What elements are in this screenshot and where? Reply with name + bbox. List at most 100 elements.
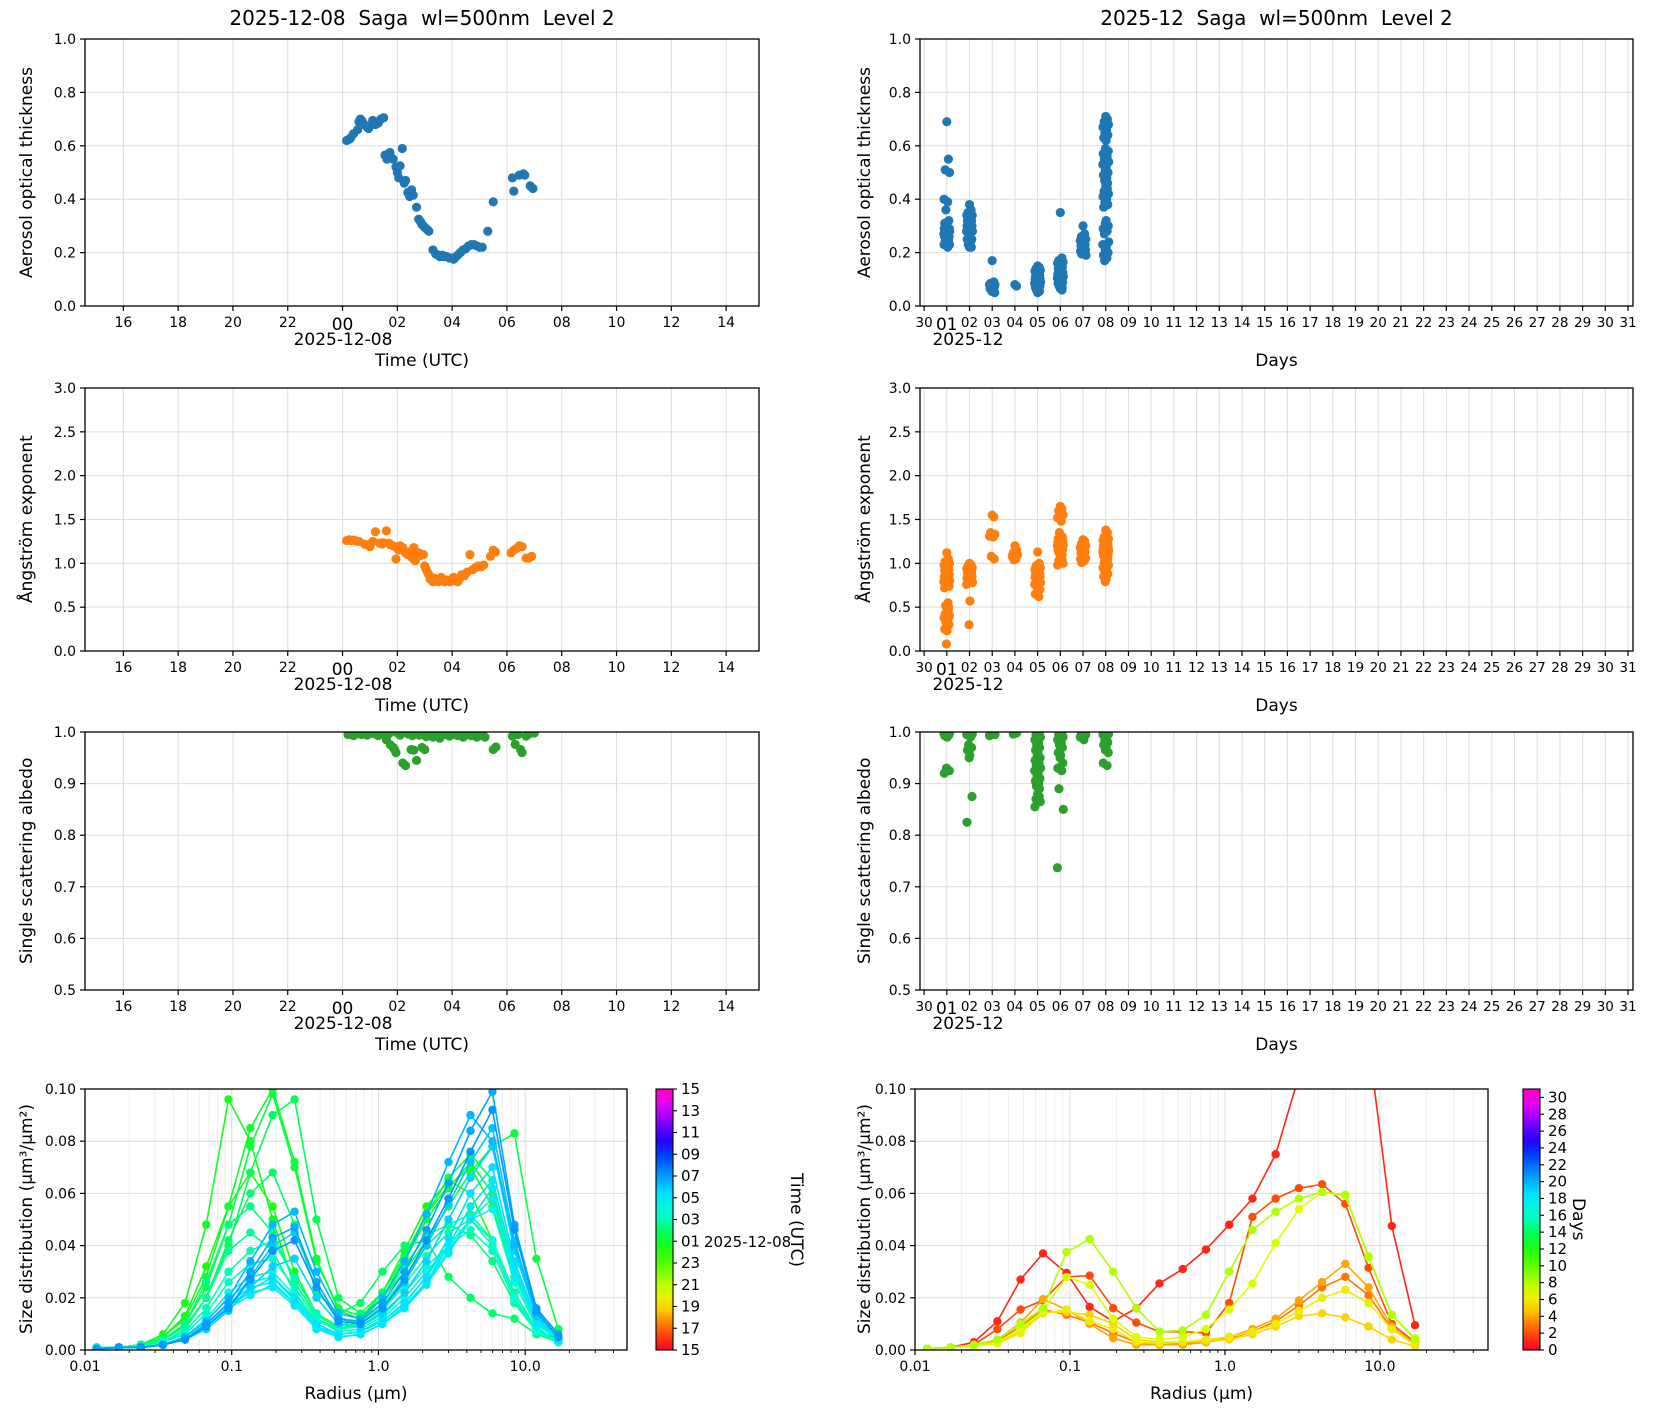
svg-text:16: 16 [1279,315,1296,331]
svg-text:22: 22 [279,660,297,676]
svg-text:0.06: 0.06 [875,1186,906,1202]
svg-text:06: 06 [1052,660,1069,676]
svg-text:0.5: 0.5 [54,983,76,999]
svg-text:3.0: 3.0 [54,381,76,397]
svg-text:16: 16 [114,315,132,331]
svg-text:12: 12 [1548,1240,1567,1258]
svg-text:19: 19 [1347,315,1364,331]
svg-text:06: 06 [498,315,516,331]
chart-sizedist-days: 0.01 0.1 1.0 10.0 0.00 0.02 0.04 0.06 0.08 0.10 [875,1082,1489,1375]
svg-text:0.6: 0.6 [54,931,76,947]
svg-text:29: 29 [1574,315,1591,331]
svg-text:0.8: 0.8 [54,85,76,101]
svg-text:20: 20 [224,660,242,676]
svg-text:09: 09 [681,1145,700,1163]
svg-text:17: 17 [1302,315,1319,331]
svg-text:19: 19 [681,1298,700,1316]
svg-text:10: 10 [1143,660,1160,676]
svg-text:24: 24 [1460,999,1477,1015]
svg-text:04: 04 [1006,315,1023,331]
svg-text:0.5: 0.5 [889,983,911,999]
chart-angstrom-days: 30 01 02 03 04 05 06 07 08 09 10 11 12 13 14 15 16 17 18 19… [889,381,1637,680]
svg-text:24: 24 [1548,1139,1567,1157]
gridlines [85,732,759,990]
svg-text:0.04: 0.04 [875,1239,906,1255]
gridlines [85,388,759,651]
svg-text:1.0: 1.0 [889,556,911,572]
svg-text:18: 18 [169,315,187,331]
svg-text:04: 04 [443,999,461,1015]
svg-text:16: 16 [114,660,132,676]
svg-text:27: 27 [1529,315,1546,331]
svg-text:0.00: 0.00 [875,1343,906,1359]
svg-text:15: 15 [681,1341,700,1359]
svg-text:13: 13 [681,1102,700,1120]
svg-text:10: 10 [608,660,626,676]
chart-data [343,732,539,771]
svg-text:30: 30 [1548,1088,1567,1106]
svg-text:25: 25 [1483,660,1500,676]
svg-text:00: 00 [332,660,354,680]
svg-text:12: 12 [662,999,680,1015]
svg-text:04: 04 [443,660,461,676]
svg-text:1.0: 1.0 [367,1359,389,1375]
svg-text:16: 16 [1548,1206,1567,1224]
svg-text:31: 31 [1619,999,1636,1015]
svg-text:1.0: 1.0 [889,32,911,48]
svg-text:18: 18 [1324,315,1341,331]
svg-text:22: 22 [1415,999,1432,1015]
chart-data [939,501,1114,649]
svg-text:3.0: 3.0 [889,381,911,397]
svg-text:11: 11 [1165,315,1182,331]
svg-text:20: 20 [1370,660,1387,676]
svg-text:27: 27 [1529,999,1546,1015]
svg-text:17: 17 [1302,660,1319,676]
svg-text:03: 03 [681,1211,700,1229]
svg-text:0.0: 0.0 [54,644,76,660]
svg-text:28: 28 [1551,660,1568,676]
svg-text:06: 06 [498,660,516,676]
svg-text:1.0: 1.0 [1214,1359,1236,1375]
svg-text:0.06: 0.06 [45,1186,76,1202]
svg-text:20: 20 [1370,315,1387,331]
svg-text:0.2: 0.2 [54,246,76,262]
gridlines [920,39,1633,306]
svg-text:11: 11 [1165,999,1182,1015]
svg-text:11: 11 [1165,660,1182,676]
svg-text:29: 29 [1574,660,1591,676]
svg-text:0.6: 0.6 [889,931,911,947]
svg-text:06: 06 [1052,315,1069,331]
gridlines [920,732,1633,990]
svg-text:17: 17 [681,1319,700,1337]
svg-text:11: 11 [681,1124,700,1142]
svg-text:05: 05 [1029,315,1046,331]
svg-text:14: 14 [1233,315,1250,331]
svg-text:0.7: 0.7 [889,880,911,896]
svg-text:07: 07 [1074,660,1091,676]
svg-text:03: 03 [984,999,1001,1015]
svg-text:0.01: 0.01 [899,1359,930,1375]
svg-text:13: 13 [1211,999,1228,1015]
svg-text:04: 04 [1006,999,1023,1015]
axis-ticks: 30 01 02 03 04 05 06 07 08 09 10 11 12 13 14 15 16 17 18 19… [889,381,1637,680]
svg-text:02: 02 [961,999,978,1015]
svg-text:03: 03 [984,315,1001,331]
svg-text:08: 08 [553,999,571,1015]
svg-text:0.00: 0.00 [45,1343,76,1359]
chart-data [342,113,538,264]
chart-aot-time: 16 18 20 22 00 02 04 06 08 10 12 14 0.0 0.2 0.4 0.6 0.8 1… [54,32,760,335]
svg-text:05: 05 [1029,999,1046,1015]
svg-text:1.5: 1.5 [54,513,76,529]
svg-text:22: 22 [1548,1156,1567,1174]
svg-text:2.0: 2.0 [889,469,911,485]
svg-text:00: 00 [332,999,354,1019]
svg-text:25: 25 [1483,999,1500,1015]
svg-text:22: 22 [279,315,297,331]
chart-data [923,1089,1420,1350]
svg-text:12: 12 [662,660,680,676]
svg-text:18: 18 [1324,999,1341,1015]
svg-text:30: 30 [915,315,932,331]
svg-text:16: 16 [114,999,132,1015]
svg-text:01: 01 [936,315,958,335]
svg-text:4: 4 [1548,1307,1558,1325]
